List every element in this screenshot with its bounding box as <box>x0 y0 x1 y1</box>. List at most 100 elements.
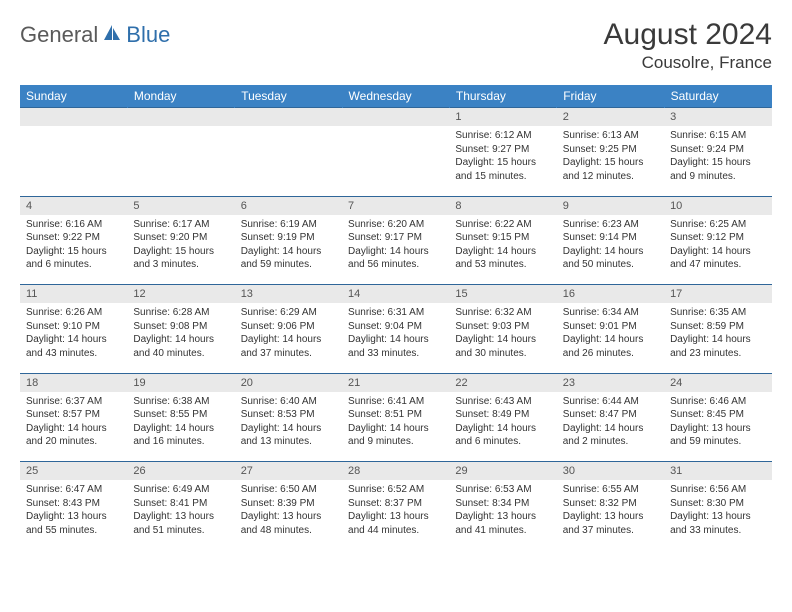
daylight-line: Daylight: 13 hours and 55 minutes. <box>26 510 121 537</box>
day-detail-cell: Sunrise: 6:43 AMSunset: 8:49 PMDaylight:… <box>449 392 556 462</box>
logo-text-general: General <box>20 22 98 48</box>
title-block: August 2024 Cousolre, France <box>604 18 772 73</box>
daylight-line: Daylight: 13 hours and 59 minutes. <box>670 422 765 449</box>
weekday-header: Wednesday <box>342 85 449 108</box>
sunset-line: Sunset: 9:27 PM <box>455 143 550 157</box>
day-detail-cell <box>20 126 127 196</box>
sunset-line: Sunset: 9:22 PM <box>26 231 121 245</box>
daylight-line: Daylight: 14 hours and 30 minutes. <box>455 333 550 360</box>
daylight-line: Daylight: 15 hours and 15 minutes. <box>455 156 550 183</box>
daylight-line: Daylight: 15 hours and 12 minutes. <box>563 156 658 183</box>
sunrise-line: Sunrise: 6:43 AM <box>455 395 550 409</box>
weekday-header-row: Sunday Monday Tuesday Wednesday Thursday… <box>20 85 772 108</box>
sunset-line: Sunset: 8:37 PM <box>348 497 443 511</box>
day-detail-row: Sunrise: 6:16 AMSunset: 9:22 PMDaylight:… <box>20 215 772 285</box>
day-detail-cell: Sunrise: 6:46 AMSunset: 8:45 PMDaylight:… <box>664 392 771 462</box>
sunrise-line: Sunrise: 6:53 AM <box>455 483 550 497</box>
logo-sail-icon <box>102 24 122 47</box>
sunset-line: Sunset: 8:53 PM <box>241 408 336 422</box>
day-detail-cell: Sunrise: 6:25 AMSunset: 9:12 PMDaylight:… <box>664 215 771 285</box>
sunrise-line: Sunrise: 6:34 AM <box>563 306 658 320</box>
day-detail-cell: Sunrise: 6:32 AMSunset: 9:03 PMDaylight:… <box>449 303 556 373</box>
sunset-line: Sunset: 9:24 PM <box>670 143 765 157</box>
sunrise-line: Sunrise: 6:46 AM <box>670 395 765 409</box>
day-detail-cell <box>235 126 342 196</box>
day-number-cell: 27 <box>235 462 342 481</box>
day-detail-row: Sunrise: 6:37 AMSunset: 8:57 PM Daylight:… <box>20 392 772 462</box>
day-number-cell: 25 <box>20 462 127 481</box>
sunset-line: Sunset: 9:10 PM <box>26 320 121 334</box>
daylight-line: Daylight: 14 hours and 26 minutes. <box>563 333 658 360</box>
weekday-header: Tuesday <box>235 85 342 108</box>
daylight-line: Daylight: 14 hours and 59 minutes. <box>241 245 336 272</box>
sunrise-line: Sunrise: 6:50 AM <box>241 483 336 497</box>
sunset-line: Sunset: 9:12 PM <box>670 231 765 245</box>
day-detail-cell: Sunrise: 6:49 AMSunset: 8:41 PMDaylight:… <box>127 480 234 550</box>
sunset-line: Sunset: 9:15 PM <box>455 231 550 245</box>
day-number-row: 123 <box>20 108 772 127</box>
daylight-line: Daylight: 13 hours and 48 minutes. <box>241 510 336 537</box>
daylight-line: Daylight: 14 hours and 23 minutes. <box>670 333 765 360</box>
sunset-line: Sunset: 8:41 PM <box>133 497 228 511</box>
sunset-line: Sunset: 8:59 PM <box>670 320 765 334</box>
day-number-cell: 7 <box>342 196 449 215</box>
day-detail-cell: Sunrise: 6:12 AMSunset: 9:27 PMDaylight:… <box>449 126 556 196</box>
day-number-cell: 5 <box>127 196 234 215</box>
day-detail-cell: Sunrise: 6:40 AMSunset: 8:53 PMDaylight:… <box>235 392 342 462</box>
day-number-cell: 22 <box>449 373 556 392</box>
daylight-line: Daylight: 14 hours and 6 minutes. <box>455 422 550 449</box>
day-detail-cell <box>342 126 449 196</box>
day-detail-cell: Sunrise: 6:35 AMSunset: 8:59 PMDaylight:… <box>664 303 771 373</box>
day-detail-cell: Sunrise: 6:20 AMSunset: 9:17 PMDaylight:… <box>342 215 449 285</box>
sunrise-line: Sunrise: 6:15 AM <box>670 129 765 143</box>
daylight-line: Daylight: 14 hours and 40 minutes. <box>133 333 228 360</box>
sunrise-line: Sunrise: 6:19 AM <box>241 218 336 232</box>
weekday-header: Monday <box>127 85 234 108</box>
sunrise-line: Sunrise: 6:49 AM <box>133 483 228 497</box>
sunrise-line: Sunrise: 6:17 AM <box>133 218 228 232</box>
day-number-cell: 12 <box>127 285 234 304</box>
day-number-cell: 6 <box>235 196 342 215</box>
day-number-cell: 26 <box>127 462 234 481</box>
sunrise-line: Sunrise: 6:47 AM <box>26 483 121 497</box>
daylight-line: Daylight: 14 hours and 16 minutes. <box>133 422 228 449</box>
sunrise-line: Sunrise: 6:32 AM <box>455 306 550 320</box>
day-number-cell: 28 <box>342 462 449 481</box>
day-detail-row: Sunrise: 6:12 AMSunset: 9:27 PMDaylight:… <box>20 126 772 196</box>
sunset-line: Sunset: 9:08 PM <box>133 320 228 334</box>
day-detail-cell: Sunrise: 6:22 AMSunset: 9:15 PMDaylight:… <box>449 215 556 285</box>
sunset-line: Sunset: 8:32 PM <box>563 497 658 511</box>
daylight-line: Daylight: 14 hours and 47 minutes. <box>670 245 765 272</box>
day-detail-cell <box>127 126 234 196</box>
sunset-line: Sunset: 9:01 PM <box>563 320 658 334</box>
day-detail-cell: Sunrise: 6:16 AMSunset: 9:22 PMDaylight:… <box>20 215 127 285</box>
sunrise-line: Sunrise: 6:25 AM <box>670 218 765 232</box>
sunrise-line: Sunrise: 6:56 AM <box>670 483 765 497</box>
sunset-line: Sunset: 9:14 PM <box>563 231 658 245</box>
sunrise-line: Sunrise: 6:29 AM <box>241 306 336 320</box>
weekday-header: Saturday <box>664 85 771 108</box>
daylight-line: Daylight: 14 hours and 13 minutes. <box>241 422 336 449</box>
day-number-cell <box>20 108 127 127</box>
sunset-line: Sunset: 8:45 PM <box>670 408 765 422</box>
daylight-line: Daylight: 14 hours and 53 minutes. <box>455 245 550 272</box>
day-number-cell: 13 <box>235 285 342 304</box>
day-detail-cell: Sunrise: 6:28 AMSunset: 9:08 PMDaylight:… <box>127 303 234 373</box>
sunrise-line: Sunrise: 6:44 AM <box>563 395 658 409</box>
day-number-cell: 4 <box>20 196 127 215</box>
sunrise-line: Sunrise: 6:22 AM <box>455 218 550 232</box>
daylight-line: Daylight: 13 hours and 41 minutes. <box>455 510 550 537</box>
day-detail-row: Sunrise: 6:47 AMSunset: 8:43 PMDaylight:… <box>20 480 772 550</box>
day-number-row: 11121314151617 <box>20 285 772 304</box>
daylight-line: Daylight: 14 hours and 37 minutes. <box>241 333 336 360</box>
day-number-cell: 29 <box>449 462 556 481</box>
sunset-line: Sunset: 9:19 PM <box>241 231 336 245</box>
day-number-cell: 9 <box>557 196 664 215</box>
sunset-line: Sunset: 9:25 PM <box>563 143 658 157</box>
sunset-line: Sunset: 8:57 PM <box>26 408 121 422</box>
sunrise-line: Sunrise: 6:37 AM <box>26 395 121 409</box>
day-number-cell: 14 <box>342 285 449 304</box>
day-number-cell: 31 <box>664 462 771 481</box>
day-number-cell: 3 <box>664 108 771 127</box>
daylight-line: Daylight: 14 hours and 43 minutes. <box>26 333 121 360</box>
